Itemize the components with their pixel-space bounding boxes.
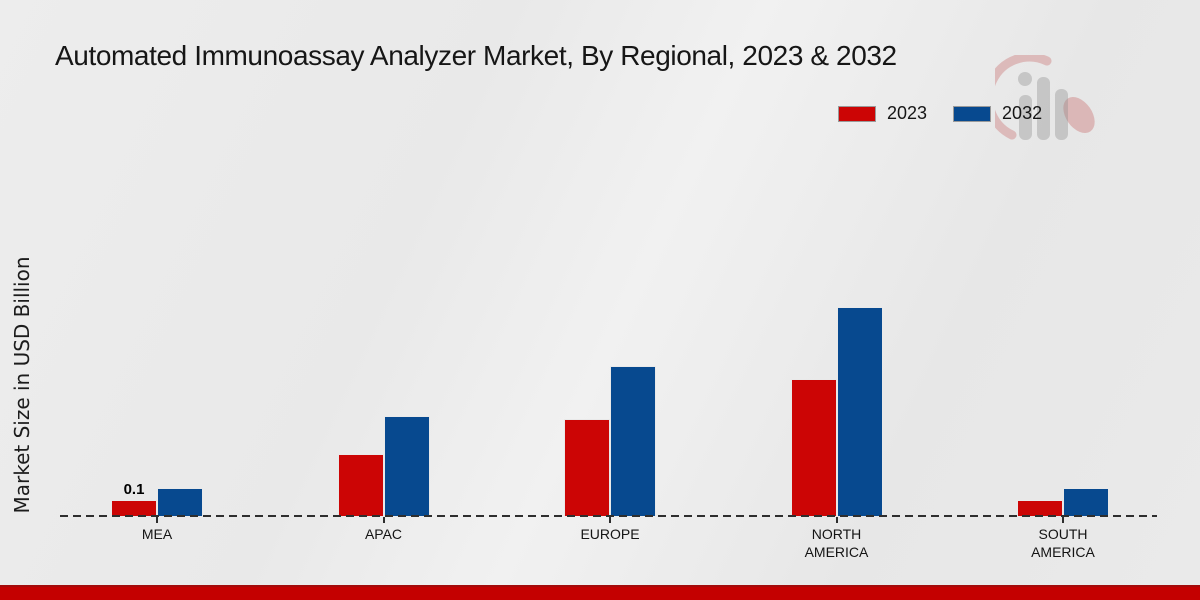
x-axis-tick <box>382 517 385 523</box>
bar-2023-north-america <box>790 378 837 516</box>
legend-item-2023: 2023 <box>838 103 927 124</box>
legend-item-2032: 2032 <box>953 103 1042 124</box>
footer-accent-bar <box>0 585 1200 600</box>
bar-group-south-america <box>1017 487 1109 516</box>
bar-2032-apac <box>383 416 430 516</box>
x-axis-tick <box>835 517 838 523</box>
bar-group-mea: 0.1 <box>111 481 203 516</box>
bar-2023-south-america <box>1017 500 1063 516</box>
legend-label-2032: 2032 <box>1002 103 1043 123</box>
bar-2023-europe <box>564 419 610 516</box>
bar-2032-europe <box>610 366 656 516</box>
data-label-2023-mea: 0.1 <box>123 481 145 499</box>
x-axis-tick <box>156 517 158 523</box>
legend-swatch-2032 <box>953 105 992 122</box>
category-label-apac: APAC <box>364 526 403 542</box>
bar-2032-south-america <box>1063 487 1109 516</box>
bar-group-apac <box>337 416 430 516</box>
chart-title: Automated Immunoassay Analyzer Market, B… <box>55 40 897 71</box>
bar-group-north-america <box>790 306 883 516</box>
category-label-europe: EUROPE <box>580 526 640 542</box>
x-axis-tick <box>1062 517 1064 523</box>
category-label-north-america: NORTH AMERICA <box>804 526 869 560</box>
legend-swatch-2023 <box>838 105 876 122</box>
bar-2023-apac <box>337 453 384 516</box>
y-axis-label: Market Size in USD Billion <box>10 256 34 514</box>
legend-label-2023: 2023 <box>887 103 928 123</box>
bar-2032-north-america <box>836 306 883 516</box>
plot-area: 0.1 <box>60 0 1157 516</box>
bar-2032-mea <box>157 487 203 516</box>
bar-group-europe <box>564 366 656 516</box>
x-axis-baseline <box>60 515 1157 517</box>
category-label-south-america: SOUTH AMERICA <box>1031 526 1095 560</box>
legend: 2023 2032 <box>838 103 1042 124</box>
x-axis-tick <box>609 517 611 523</box>
bar-2023-mea <box>111 500 157 516</box>
category-label-mea: MEA <box>141 526 173 542</box>
